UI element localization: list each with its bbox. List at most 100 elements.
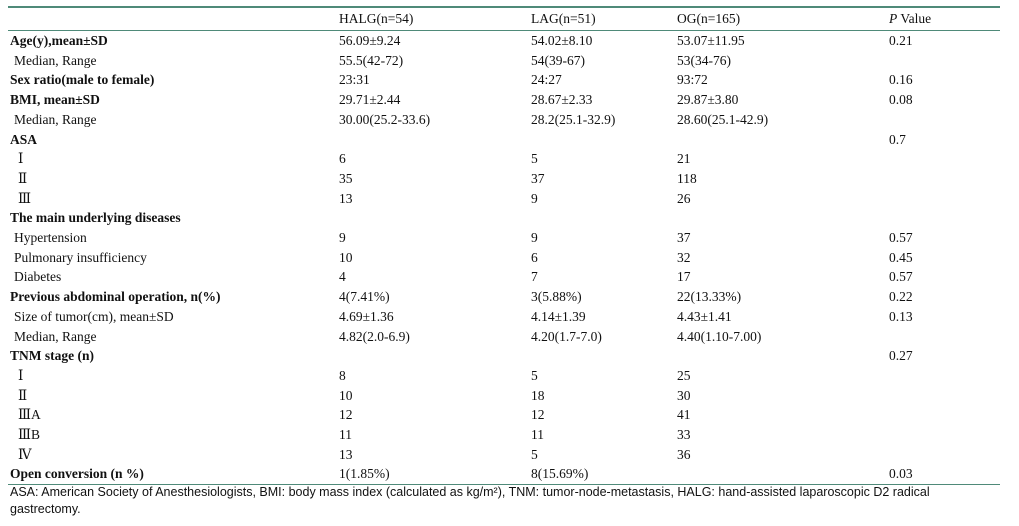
baseline-characteristics-table: HALG(n=54) LAG(n=51) OG(n=165) P Value [8,8,1000,30]
table-row: ⅢB 11 11 33 [8,425,1000,445]
row-label: BMI, mean±SD [10,92,100,108]
row-label: ⅢA [18,407,41,423]
table-body: Age(y),mean±SD 56.09±9.24 54.02±8.10 53.07±… [8,31,1000,484]
cell-og [677,130,889,150]
cell-og: 53(34-76) [677,52,731,68]
cell-p-value [889,149,1000,169]
cell-og: 93:72 [677,72,708,88]
cell-halg: 13 [339,446,353,462]
cell-halg [339,346,531,366]
cell-og: 32 [677,249,691,265]
table-row: Open conversion (n %) 1(1.85%) 8(15.69%) 0.… [8,464,1000,484]
cell-halg: 4 [339,269,346,285]
row-label: Ⅰ [18,367,24,383]
header-p-value: P Value [889,8,1000,30]
baseline-characteristics-table-block: HALG(n=54) LAG(n=51) OG(n=165) P Value A… [8,6,1000,486]
cell-p-value [889,425,1000,445]
cell-og: 28.60(25.1-42.9) [677,111,769,127]
cell-p-value: 0.03 [889,466,913,482]
cell-lag: 5 [531,151,538,167]
row-label: Hypertension [14,230,87,246]
cell-p-value: 0.21 [889,33,913,48]
cell-p-value: 0.7 [889,131,906,147]
table-row: Median, Range 4.82(2.0-6.9) 4.20(1.7-7.0) 4… [8,327,1000,347]
cell-og: 53.07±11.95 [677,33,745,48]
cell-lag [531,346,677,366]
cell-og: 21 [677,151,691,167]
table-row: Ⅳ 13 5 36 [8,445,1000,465]
cell-lag: 4.14±1.39 [531,308,586,324]
row-label: Ⅱ [18,387,28,403]
header-label-column [8,8,339,30]
cell-halg: 35 [339,170,353,186]
cell-halg: 12 [339,407,353,423]
cell-og: 37 [677,230,691,246]
cell-halg: 13 [339,190,353,206]
table-row: ⅢA 12 12 41 [8,405,1000,425]
cell-p-value [889,386,1000,406]
cell-og: 118 [677,170,697,186]
cell-p-value: 0.08 [889,92,913,108]
row-label: Size of tumor(cm), mean±SD [14,308,174,324]
row-label: TNM stage (n) [10,348,94,364]
cell-og: 30 [677,387,691,403]
cell-halg: 56.09±9.24 [339,33,401,48]
cell-halg: 29.71±2.44 [339,92,401,108]
cell-halg: 30.00(25.2-33.6) [339,111,431,127]
table-row: Ⅱ 10 18 30 [8,386,1000,406]
cell-p-value: 0.16 [889,72,913,88]
row-label: The main underlying diseases [10,210,181,226]
row-label: ⅢB [18,427,41,443]
row-label: Age(y),mean±SD [10,33,108,48]
cell-p-value: 0.27 [889,348,913,364]
cell-halg: 4.82(2.0-6.9) [339,328,410,344]
table-row: BMI, mean±SD 29.71±2.44 28.67±2.33 29.87±3.… [8,90,1000,110]
table-row: Ⅰ 8 5 25 [8,366,1000,386]
cell-og [677,208,889,228]
row-label: Ⅰ [18,151,24,167]
cell-halg: 4.69±1.36 [339,308,394,324]
table-row: Diabetes 4 7 17 0.57 [8,267,1000,287]
cell-halg: 11 [339,427,352,443]
cell-og: 22(13.33%) [677,289,742,305]
top-rule [8,6,1000,8]
cell-p-value [889,169,1000,189]
cell-p-value [889,110,1000,130]
row-label: Pulmonary insufficiency [14,249,147,265]
table-row: Hypertension 9 9 37 0.57 [8,228,1000,248]
cell-halg: 10 [339,249,353,265]
row-label: Median, Range [14,52,97,68]
table-row: The main underlying diseases [8,208,1000,228]
cell-lag: 8(15.69%) [531,466,589,482]
table-row: Median, Range 55.5(42-72) 54(39-67) 53(34-7… [8,51,1000,71]
table-row: Median, Range 30.00(25.2-33.6) 28.2(25.1-3… [8,110,1000,130]
table-header-row: HALG(n=54) LAG(n=51) OG(n=165) P Value [8,8,1000,30]
table-row: Ⅱ 35 37 118 [8,169,1000,189]
header-p-rest: Value [897,11,932,26]
header-og: OG(n=165) [677,11,741,26]
cell-og: 29.87±3.80 [677,92,739,108]
cell-p-value [889,208,1000,228]
cell-p-value [889,405,1000,425]
cell-og: 26 [677,190,691,206]
table-row: Age(y),mean±SD 56.09±9.24 54.02±8.10 53.07±… [8,31,1000,51]
cell-lag: 28.67±2.33 [531,92,593,108]
cell-og: 41 [677,407,691,423]
row-label: Ⅳ [18,446,32,462]
table-row: Ⅲ 13 9 26 [8,189,1000,209]
cell-lag: 28.2(25.1-32.9) [531,111,616,127]
cell-og: 33 [677,427,691,443]
cell-p-value [889,189,1000,209]
cell-lag: 54.02±8.10 [531,33,593,48]
cell-halg: 55.5(42-72) [339,52,404,68]
table-row: Size of tumor(cm), mean±SD 4.69±1.36 4.14±… [8,307,1000,327]
cell-halg [339,130,531,150]
cell-halg: 23:31 [339,72,370,88]
cell-halg: 10 [339,387,353,403]
cell-p-value [889,445,1000,465]
cell-og: 36 [677,446,691,462]
cell-og [677,464,889,484]
cell-lag: 12 [531,407,545,423]
row-label: Ⅲ [18,190,32,206]
cell-og: 17 [677,269,691,285]
